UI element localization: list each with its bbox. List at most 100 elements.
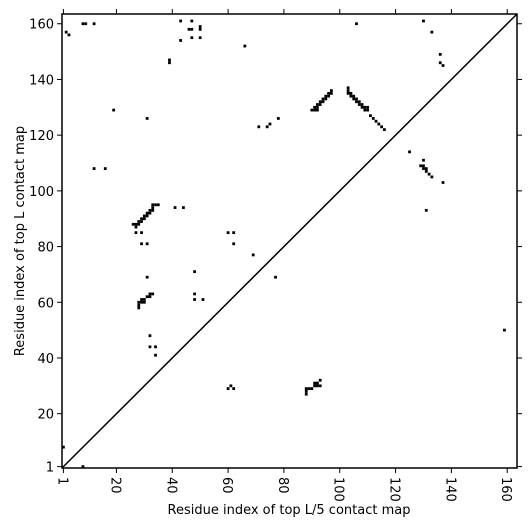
x-tick-label: 20	[107, 477, 122, 494]
contact-point	[137, 300, 141, 304]
contact-point	[355, 22, 358, 26]
contact-point	[140, 220, 143, 223]
contact-point	[503, 328, 506, 332]
contact-point	[198, 27, 202, 31]
x-tick-label: 100	[331, 477, 346, 502]
contact-point	[137, 306, 141, 310]
contact-point	[142, 214, 146, 218]
contact-point	[151, 206, 155, 209]
contact-point	[112, 108, 116, 112]
x-tick-label: 140	[442, 477, 457, 502]
contact-point	[148, 334, 152, 338]
contact-point	[329, 91, 333, 95]
contact-point	[307, 387, 311, 391]
contact-point	[148, 292, 152, 296]
contact-point	[383, 128, 386, 131]
contact-point	[377, 122, 381, 126]
contact-point	[134, 222, 138, 226]
contact-point	[430, 30, 434, 34]
diagonal-line	[61, 13, 518, 469]
y-tick-label: 40	[37, 352, 54, 367]
contact-point	[131, 222, 135, 226]
contact-point	[329, 89, 333, 92]
contact-point	[374, 119, 378, 123]
contact-point	[366, 108, 370, 112]
contact-point	[346, 91, 350, 95]
contact-point	[357, 103, 361, 106]
contact-point	[304, 387, 308, 391]
contact-point	[355, 97, 358, 101]
contact-point	[321, 97, 325, 101]
contact-point	[371, 117, 375, 120]
contact-point	[318, 378, 322, 382]
contact-point	[229, 384, 233, 388]
contact-point	[134, 225, 138, 229]
contact-point	[357, 100, 361, 104]
contact-point	[154, 353, 157, 357]
contact-point	[316, 384, 319, 388]
contact-point	[190, 19, 194, 23]
contact-point	[352, 94, 356, 98]
contact-point	[369, 114, 372, 118]
contact-point	[441, 64, 445, 67]
contact-point	[145, 211, 149, 215]
contact-point	[422, 164, 425, 168]
contact-point	[81, 22, 85, 26]
y-tick-label: 1	[46, 461, 54, 476]
contact-point	[134, 231, 138, 235]
contact-point	[103, 167, 107, 170]
contact-point	[148, 345, 152, 349]
contact-point	[81, 465, 85, 468]
contact-point	[360, 103, 364, 106]
contact-point	[173, 206, 177, 209]
contact-point	[182, 206, 185, 209]
contact-point	[140, 300, 143, 304]
contact-point	[346, 86, 350, 90]
contact-point	[67, 33, 71, 37]
y-tick-label: 140	[29, 73, 54, 88]
contact-point	[145, 242, 149, 246]
contact-point	[142, 298, 146, 301]
x-tick-label: 60	[219, 477, 234, 494]
y-axis-label: Residue index of top L contact map	[13, 126, 28, 356]
contact-point	[313, 381, 317, 385]
contact-point	[422, 19, 425, 23]
contact-point	[92, 167, 96, 170]
y-tick-label: 100	[29, 185, 54, 200]
contact-point	[64, 30, 68, 34]
contact-point	[268, 122, 272, 126]
contact-point	[193, 270, 196, 274]
contact-point	[438, 61, 442, 65]
contact-point	[137, 220, 141, 223]
contact-point	[190, 36, 194, 40]
contact-point	[313, 384, 317, 388]
x-axis-label: Residue index of top L/5 contact map	[168, 503, 411, 518]
contact-point	[265, 125, 269, 129]
y-tick-label: 60	[37, 296, 54, 311]
contact-point	[363, 108, 367, 112]
y-tick-label: 120	[29, 129, 54, 144]
contact-point	[156, 203, 160, 207]
contact-point	[424, 167, 428, 170]
contact-point	[140, 298, 143, 301]
contact-point	[422, 167, 425, 170]
contact-point	[179, 39, 183, 42]
contact-point	[257, 125, 261, 129]
contact-point	[346, 89, 350, 92]
contact-point	[316, 381, 319, 385]
contact-point	[145, 275, 149, 279]
contact-point	[148, 211, 152, 215]
contact-point	[363, 105, 367, 109]
contact-point	[243, 44, 247, 48]
contact-point	[316, 105, 319, 109]
y-tick-label: 160	[29, 18, 54, 33]
contact-point	[145, 295, 149, 299]
contact-point	[140, 231, 143, 235]
contact-point	[349, 91, 353, 95]
contact-point	[321, 100, 325, 104]
contact-point	[168, 58, 171, 62]
y-tick-label: 20	[37, 408, 54, 423]
contact-point	[360, 105, 364, 109]
contact-point	[84, 22, 88, 26]
